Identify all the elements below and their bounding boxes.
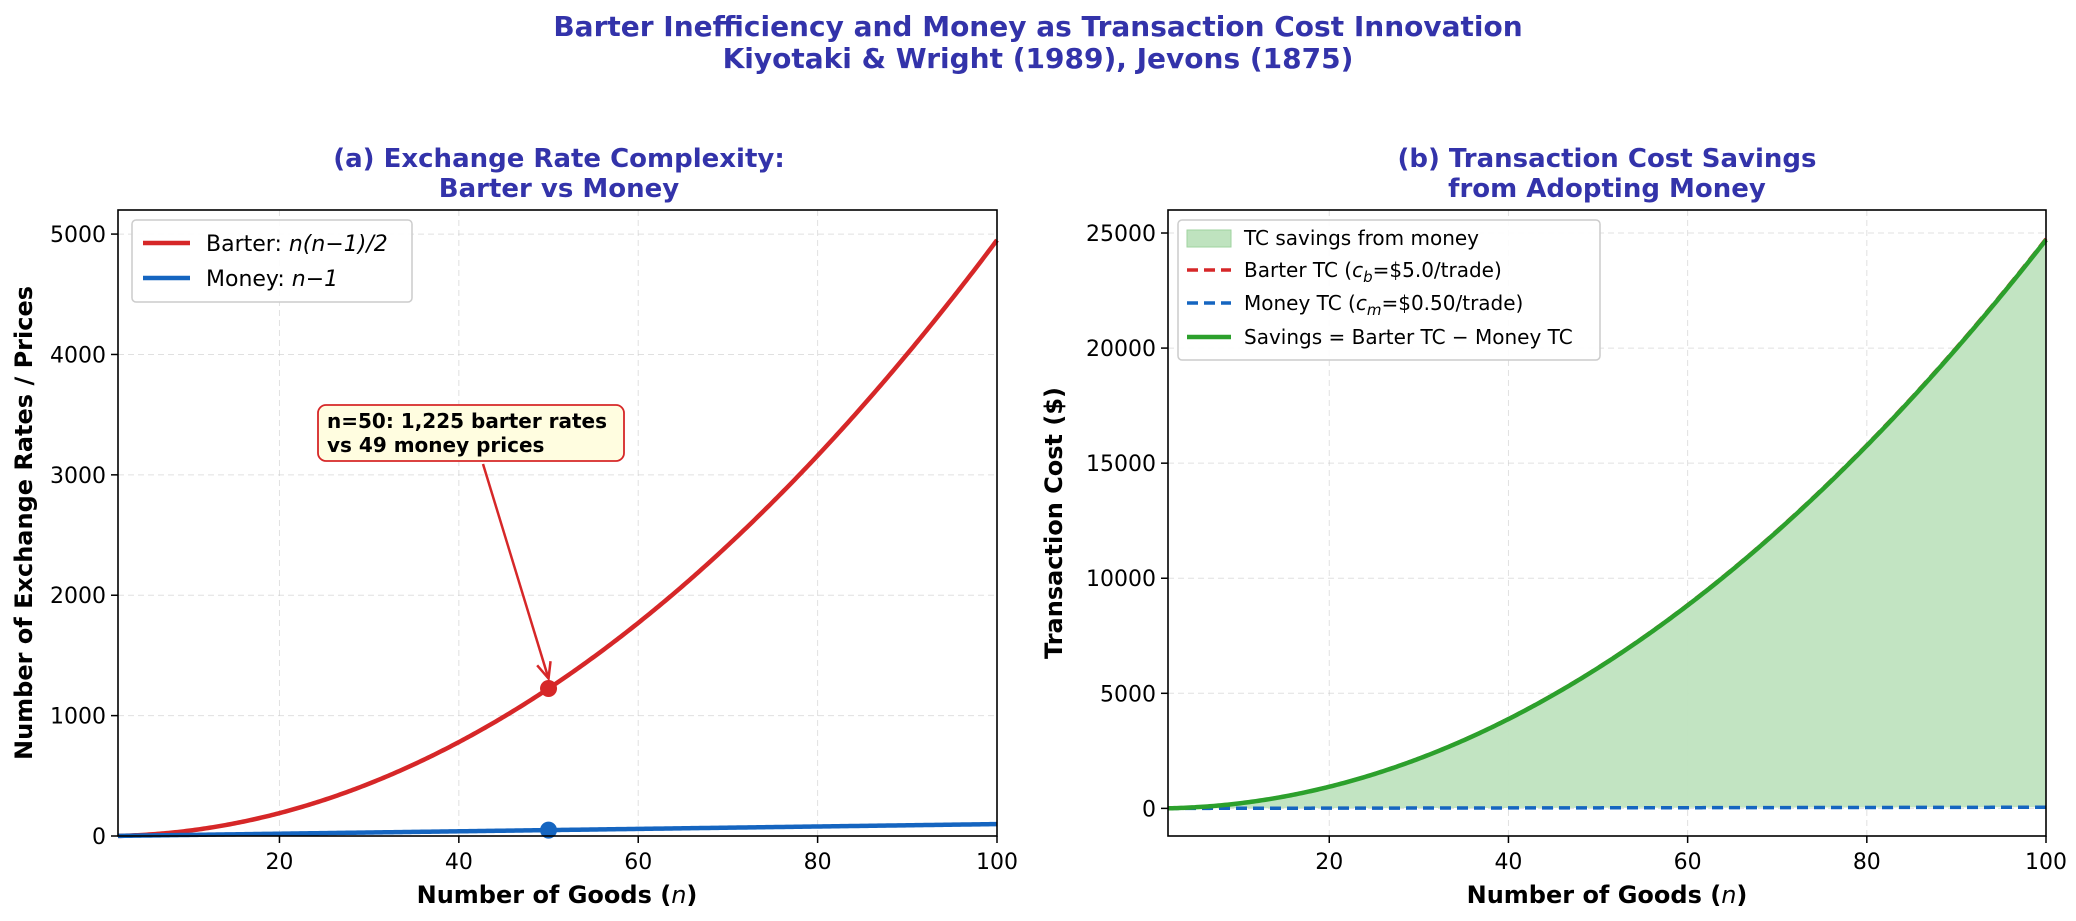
y-tick-label: 20000	[1086, 337, 1156, 362]
y-tick-label: 0	[1142, 797, 1156, 822]
panel-a-ylabel: Number of Exchange Rates / Prices	[10, 286, 38, 760]
y-tick-label: 4000	[50, 343, 106, 368]
panel-b-ylabel: Transaction Cost ($)	[1040, 387, 1068, 659]
panel-b-title-line2: from Adopting Money	[1448, 174, 1766, 204]
panel-b-xlabel: Number of Goods (n)	[1467, 881, 1748, 909]
series-line-money-tc	[1168, 805, 2047, 811]
panel-b-chart: (b) Transaction Cost Savings from Adopti…	[1040, 144, 2067, 909]
annotation-arrowhead	[536, 661, 552, 682]
panel-b-xlabel-text: Number of Goods (	[1467, 881, 1722, 909]
x-tick-label: 100	[2025, 850, 2067, 875]
x-tick-label: 100	[976, 850, 1018, 875]
legend-label-savings: Savings = Barter TC − Money TC	[1244, 325, 1573, 349]
x-tick-label: 80	[1853, 850, 1881, 875]
x-tick-label: 60	[624, 850, 652, 875]
y-tick-label: 1000	[50, 705, 106, 730]
y-tick-label: 25000	[1086, 222, 1156, 247]
legend-label-tc-savings: TC savings from money	[1243, 226, 1479, 250]
y-tick-label: 5000	[50, 223, 106, 248]
panel-a-title-line2: Barter vs Money	[439, 174, 679, 204]
y-tick-label: 15000	[1086, 452, 1156, 477]
y-tick-label: 3000	[50, 464, 106, 489]
y-tick-label: 2000	[50, 584, 106, 609]
y-tick-label: 10000	[1086, 567, 1156, 592]
legend-label-barter-tc: Barter TC (cb=$5.0/trade)	[1244, 258, 1502, 286]
annotation-arrow	[481, 463, 550, 679]
panel-a-legend: Barter: n(n−1)/2 Money: n−1	[131, 219, 413, 303]
y-tick-label: 0	[92, 825, 106, 850]
panel-b-frame	[1167, 209, 2047, 837]
y-tick-label: 5000	[1100, 682, 1156, 707]
series-line-money	[117, 821, 998, 839]
legend-label-barter: Barter: n(n−1)/2	[206, 232, 388, 257]
savings-area	[1168, 238, 2046, 809]
marker-money-n50	[540, 821, 558, 839]
annotation-line1: n=50: 1,225 barter rates	[327, 409, 607, 433]
x-tick-label: 60	[1674, 850, 1702, 875]
panel-a-xlabel-text: Number of Goods (	[417, 881, 672, 909]
marker-barter-n50	[540, 680, 558, 698]
x-tick-label: 80	[804, 850, 832, 875]
panel-a-frame	[117, 209, 998, 837]
legend-label-money-tc: Money TC (cm=$0.50/trade)	[1244, 291, 1523, 319]
panel-a-xlabel: Number of Goods (n)	[417, 881, 698, 909]
annotation-line2: vs 49 money prices	[327, 433, 544, 457]
x-tick-label: 40	[1494, 850, 1522, 875]
legend-swatch-tc-savings	[1186, 229, 1232, 248]
series-line-savings	[1167, 238, 2048, 811]
panel-b-title: (b) Transaction Cost Savings	[1397, 144, 1816, 174]
x-tick-label: 20	[1315, 850, 1343, 875]
x-tick-label: 20	[265, 850, 293, 875]
annotation-n50: n=50: 1,225 barter rates vs 49 money pri…	[317, 404, 625, 682]
legend-label-money: Money: n−1	[206, 267, 338, 292]
series-line-barter	[117, 238, 999, 839]
figure-title: Barter Inefficiency and Money as Transac…	[553, 10, 1522, 43]
figure-subtitle: Kiyotaki & Wright (1989), Jevons (1875)	[723, 42, 1354, 75]
x-tick-label: 40	[445, 850, 473, 875]
panel-b-legend: TC savings from money Barter TC (cb=$5.0…	[1177, 219, 1601, 361]
panel-a-chart: (a) Exchange Rate Complexity: Barter vs …	[10, 144, 1018, 909]
panel-a-title: (a) Exchange Rate Complexity:	[333, 144, 785, 174]
